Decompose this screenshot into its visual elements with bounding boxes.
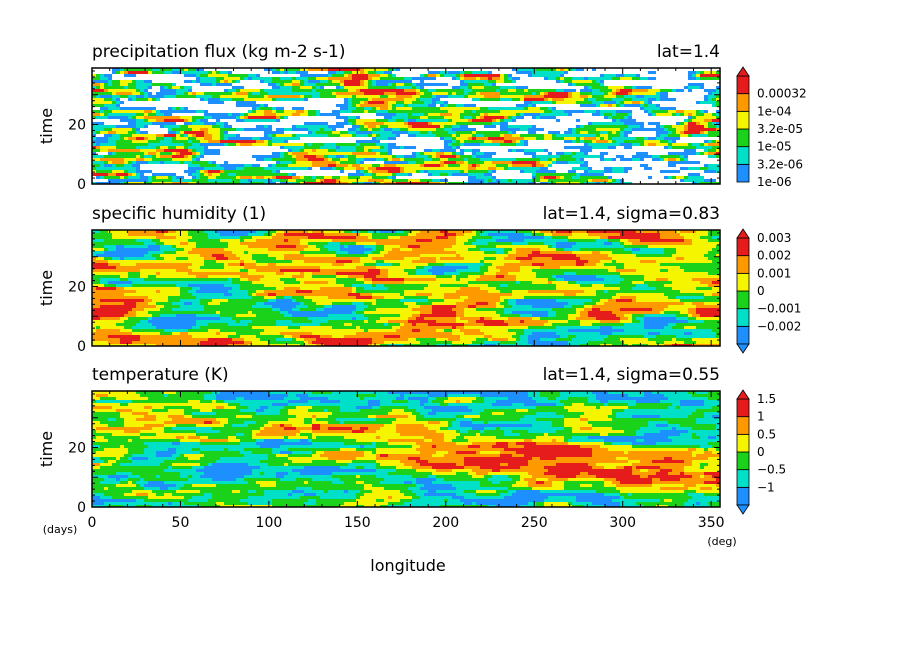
panel-title: specific humidity (1) bbox=[92, 204, 266, 224]
y-tick-label: 0 bbox=[77, 339, 86, 355]
time-unit: (days) bbox=[43, 523, 78, 536]
colorbar-extend-min bbox=[736, 343, 750, 354]
colorbar-swatch bbox=[736, 308, 750, 327]
colorbar-swatch bbox=[736, 110, 750, 130]
x-tick-label: 350 bbox=[698, 515, 725, 531]
colorbar-label: 0.003 bbox=[757, 231, 791, 245]
colorbar-label: −0.5 bbox=[757, 463, 786, 477]
colorbar-swatch bbox=[736, 325, 750, 345]
panel-2: specific humidity (1) lat=1.4, sigma=0.83… bbox=[37, 204, 801, 355]
colorbar-label: 1e-06 bbox=[757, 175, 792, 189]
colorbar-extend-max bbox=[736, 66, 750, 77]
colorbar-label: 1.5 bbox=[757, 392, 776, 406]
y-tick-label: 20 bbox=[68, 118, 86, 134]
colorbar-label: 3.2e-05 bbox=[757, 122, 803, 136]
x-tick-label: 150 bbox=[344, 515, 371, 531]
heatmap-cells bbox=[92, 391, 720, 507]
x-axis-unit: (deg) bbox=[707, 535, 736, 548]
colorbar-swatch bbox=[736, 398, 750, 418]
colorbar-extend-max bbox=[736, 228, 750, 239]
x-tick-label: 100 bbox=[256, 515, 283, 531]
y-tick-label: 0 bbox=[77, 500, 86, 516]
colorbar-swatch bbox=[736, 290, 750, 310]
y-axis-label: time bbox=[37, 431, 56, 467]
colorbar-label: 0.002 bbox=[757, 249, 791, 263]
colorbar-label: 1 bbox=[757, 410, 765, 424]
colorbar-label: 0.001 bbox=[757, 266, 791, 280]
panel-annotation: lat=1.4, sigma=0.55 bbox=[543, 365, 720, 385]
y-axis-label: time bbox=[37, 108, 56, 144]
colorbar-swatch bbox=[736, 163, 750, 183]
panel-3: temperature (K) lat=1.4, sigma=0.55 0 20 tim… bbox=[37, 365, 786, 516]
colorbar-label: 3.2e-06 bbox=[757, 157, 803, 171]
colorbar: −1 −0.5 0 0.5 1 1.5 bbox=[736, 389, 786, 515]
colorbar-swatch bbox=[736, 433, 750, 453]
plot-frame bbox=[91, 67, 721, 185]
panel-title: precipitation flux (kg m-2 s-1) bbox=[92, 42, 345, 62]
plot-frame bbox=[91, 390, 721, 508]
colorbar-swatch bbox=[736, 75, 750, 95]
colorbar-label: 0 bbox=[757, 284, 765, 298]
colorbar-label: −1 bbox=[757, 480, 775, 494]
heatmap-cells bbox=[92, 68, 720, 184]
x-tick-label: 50 bbox=[172, 515, 190, 531]
colorbar-swatch bbox=[736, 93, 750, 112]
panel-annotation: lat=1.4 bbox=[657, 42, 720, 62]
colorbar-swatch bbox=[736, 486, 750, 506]
colorbar-label: 0 bbox=[757, 445, 765, 459]
panel-annotation: lat=1.4, sigma=0.83 bbox=[543, 204, 720, 224]
x-axis-label: longitude bbox=[370, 556, 445, 575]
y-tick-label: 0 bbox=[77, 177, 86, 193]
colorbar-extend-max bbox=[736, 389, 750, 400]
colorbar-label: 0.5 bbox=[757, 427, 776, 441]
colorbar-swatch bbox=[736, 237, 750, 257]
colorbar-label: −0.001 bbox=[757, 302, 801, 316]
colorbar-swatch bbox=[736, 272, 750, 292]
colorbar-swatch bbox=[736, 128, 750, 148]
y-tick-label: 20 bbox=[68, 280, 86, 296]
colorbar-label: −0.002 bbox=[757, 319, 801, 333]
colorbar-swatch bbox=[736, 146, 750, 165]
colorbar-swatch bbox=[736, 451, 750, 471]
y-tick-label: 20 bbox=[68, 441, 86, 457]
y-axis-label: time bbox=[37, 270, 56, 306]
panel-title: temperature (K) bbox=[92, 365, 229, 385]
x-tick-label: 250 bbox=[521, 515, 548, 531]
plot-frame bbox=[91, 229, 721, 347]
x-tick-label: 300 bbox=[609, 515, 636, 531]
colorbar: −0.002 −0.001 0 0.001 0.002 0.003 bbox=[736, 228, 801, 354]
colorbar-extend-min bbox=[736, 504, 750, 515]
x-tick-label: 200 bbox=[432, 515, 459, 531]
colorbar: 1e-06 3.2e-06 1e-05 3.2e-05 1e-04 0.00032 bbox=[736, 66, 807, 189]
colorbar-swatch bbox=[736, 255, 750, 274]
colorbar-swatch bbox=[736, 416, 750, 435]
colorbar-label: 1e-05 bbox=[757, 140, 792, 154]
colorbar-swatch bbox=[736, 469, 750, 488]
x-tick-label: 0 bbox=[88, 515, 97, 531]
colorbar-label: 1e-04 bbox=[757, 104, 792, 118]
heatmap-cells bbox=[92, 230, 720, 346]
colorbar-label: 0.00032 bbox=[757, 87, 807, 101]
panel-1: precipitation flux (kg m-2 s-1) lat=1.4 0 2… bbox=[37, 42, 807, 193]
